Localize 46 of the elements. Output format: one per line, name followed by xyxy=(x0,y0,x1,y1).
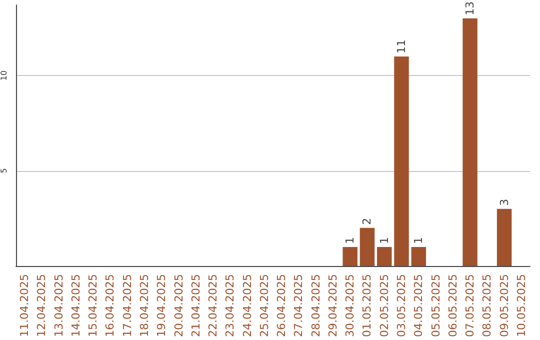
y-tick-label: 10 xyxy=(0,70,8,81)
data-label: 1 xyxy=(378,236,391,244)
x-tick-label: 11.04.2025 xyxy=(18,274,32,338)
x-tick-label: 02.05.2025 xyxy=(378,274,391,338)
bar xyxy=(496,208,512,266)
x-tick-label: 09.05.2025 xyxy=(498,274,511,338)
x-tick-label: 08.05.2025 xyxy=(480,274,494,338)
x-tick-label: 26.04.2025 xyxy=(275,274,288,338)
x-tick-label: 10.05.2025 xyxy=(514,274,528,338)
x-tick-label: 03.05.2025 xyxy=(395,274,408,338)
x-tick-label: 17.04.2025 xyxy=(120,274,134,338)
x-tick-label: 20.04.2025 xyxy=(172,274,186,338)
x-tick-label: 15.04.2025 xyxy=(86,274,100,338)
bar xyxy=(394,56,409,266)
x-tick-label: 16.04.2025 xyxy=(104,274,117,338)
bar xyxy=(462,18,478,266)
x-tick-label: 01.05.2025 xyxy=(360,274,374,338)
bar xyxy=(377,246,392,266)
x-tick-label: 21.04.2025 xyxy=(189,274,202,338)
x-tick-label: 30.04.2025 xyxy=(344,274,357,338)
y-tick-label: 5 xyxy=(0,168,8,174)
bar xyxy=(411,246,426,266)
data-label: 1 xyxy=(412,236,426,244)
x-tick-label: 12.04.2025 xyxy=(35,274,48,338)
data-label: 2 xyxy=(360,218,374,225)
x-tick-label: 14.04.2025 xyxy=(69,274,82,338)
data-label: 1 xyxy=(344,236,357,244)
x-tick-label: 27.04.2025 xyxy=(292,274,306,338)
x-tick-label: 19.04.2025 xyxy=(155,274,168,338)
x-tick-label: 07.05.2025 xyxy=(464,274,477,338)
x-tick-label: 13.04.2025 xyxy=(52,274,66,338)
bar xyxy=(360,228,375,266)
x-tick-label: 04.05.2025 xyxy=(412,274,426,338)
data-label: 11 xyxy=(395,39,408,54)
bar xyxy=(342,246,358,266)
data-label: 13 xyxy=(464,1,477,16)
x-tick-label: 25.04.2025 xyxy=(258,274,271,338)
x-tick-label: 24.04.2025 xyxy=(240,274,254,338)
x-tick-label: 06.05.2025 xyxy=(446,274,460,338)
data-label: 3 xyxy=(498,198,511,206)
x-tick-label: 22.04.2025 xyxy=(206,274,220,338)
x-tick-label: 28.04.2025 xyxy=(309,274,322,338)
x-tick-label: 29.04.2025 xyxy=(326,274,340,338)
x-tick-label: 05.05.2025 xyxy=(429,274,442,338)
x-tick-label: 23.04.2025 xyxy=(224,274,237,338)
x-tick-label: 18.04.2025 xyxy=(138,274,151,338)
